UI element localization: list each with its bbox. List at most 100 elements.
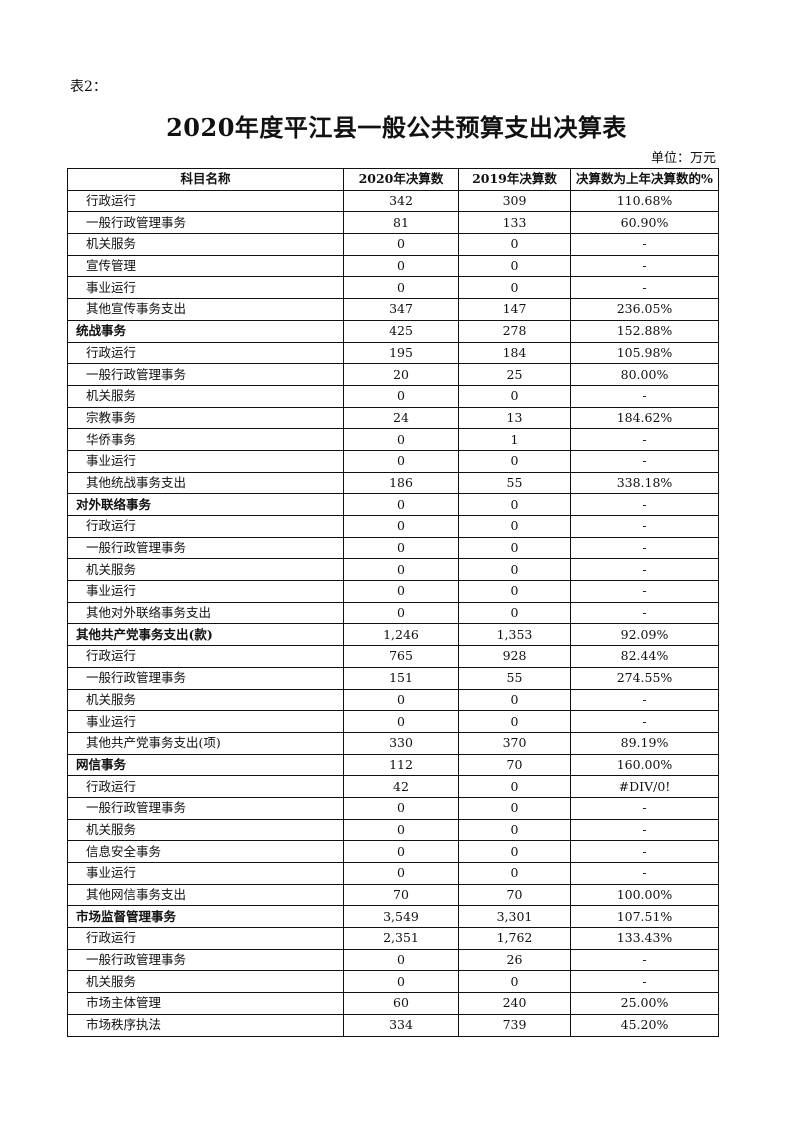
row-name: 市场秩序执法: [67, 1013, 344, 1037]
row-name: 宣传管理: [67, 254, 344, 278]
value-2019: 55: [458, 666, 571, 690]
table-row: 机关服务 0 0-: [67, 818, 719, 842]
value-pct: -: [570, 840, 719, 863]
value-2020: 42: [343, 775, 459, 798]
row-name: 一般行政管理事务: [67, 536, 344, 560]
unit-label: 单位：万元: [650, 151, 716, 166]
value-pct: 25.00%: [570, 992, 719, 1015]
table-row: 宗教事务 24 13 184.62%: [67, 406, 719, 430]
value-2019: 928: [458, 645, 571, 668]
value-2020: 0: [343, 558, 459, 582]
table-row: 其他对外联络事务支出 0 0-: [67, 601, 719, 625]
value-2020: 195: [343, 341, 459, 365]
value-2019: 278: [458, 319, 571, 343]
value-2019: 0: [458, 384, 571, 408]
value-pct: 133.43%: [570, 927, 719, 950]
value-2019: 55: [458, 471, 571, 495]
value-2019: 0: [458, 536, 571, 560]
table-row: 机关服务 0 0-: [67, 558, 719, 582]
value-2020: 3,549: [343, 905, 459, 929]
value-pct: -: [570, 601, 719, 625]
value-pct: 338.18%: [570, 471, 719, 495]
value-2019: 25: [458, 363, 571, 386]
value-pct: 89.19%: [570, 731, 719, 755]
value-2020: 20: [343, 363, 459, 386]
value-2020: 0: [343, 710, 459, 733]
value-2020: 0: [343, 449, 459, 473]
table-row: 市场主体管理 60 240 25.00%: [67, 992, 719, 1015]
value-2019: 0: [458, 818, 571, 842]
value-2020: 186: [343, 471, 459, 495]
row-name: 行政运行: [67, 341, 344, 365]
value-pct: 100.00%: [570, 883, 719, 907]
row-name: 机关服务: [67, 818, 344, 842]
value-pct: -: [570, 580, 719, 603]
value-2020: 0: [343, 428, 459, 451]
row-name: 一般行政管理事务: [67, 363, 344, 386]
value-2019: 739: [458, 1013, 571, 1037]
value-2020: 0: [343, 840, 459, 863]
category-row: 网信事务 112 70 160.00%: [67, 753, 719, 777]
value-pct: 184.62%: [570, 406, 719, 430]
table-row: 机关服务 0 0-: [67, 688, 719, 712]
value-pct: 60.90%: [570, 211, 719, 235]
table-row: 事业运行 0 0-: [67, 862, 719, 885]
value-pct: -: [570, 558, 719, 582]
value-2019: 0: [458, 233, 571, 256]
value-2020: 0: [343, 384, 459, 408]
value-2019: 13: [458, 406, 571, 430]
value-pct: -: [570, 710, 719, 733]
table-row: 事业运行 0 0-: [67, 710, 719, 733]
value-2020: 0: [343, 948, 459, 972]
category-row: 统战事务 425 278 152.88%: [67, 319, 719, 343]
value-pct: 274.55%: [570, 666, 719, 690]
value-pct: 107.51%: [570, 905, 719, 929]
row-name: 网信事务: [67, 753, 344, 777]
value-pct: -: [570, 862, 719, 885]
value-2020: 0: [343, 818, 459, 842]
value-2020: 330: [343, 731, 459, 755]
value-2020: 347: [343, 298, 459, 321]
value-2020: 151: [343, 666, 459, 690]
table-row: 事业运行 0 0-: [67, 449, 719, 473]
table-row: 机关服务 0 0-: [67, 970, 719, 994]
value-pct: 45.20%: [570, 1013, 719, 1037]
value-2019: 133: [458, 211, 571, 235]
row-name: 对外联络事务: [67, 493, 344, 516]
header-2020: 2020年决算数: [343, 168, 459, 191]
table-row: 行政运行 42 0 #DIV/0!: [67, 775, 719, 798]
value-2019: 240: [458, 992, 571, 1015]
row-name: 一般行政管理事务: [67, 211, 344, 235]
table-row: 华侨事务 0 1-: [67, 428, 719, 451]
category-row: 市场监督管理事务 3,549 3,301 107.51%: [67, 905, 719, 929]
header-name: 科目名称: [67, 168, 344, 191]
value-pct: 110.68%: [570, 189, 719, 213]
value-pct: -: [570, 796, 719, 820]
row-name: 事业运行: [67, 449, 344, 473]
category-row: 对外联络事务 0 0-: [67, 493, 719, 516]
value-pct: #DIV/0!: [570, 775, 719, 798]
value-2019: 1,353: [458, 623, 571, 647]
table-row: 信息安全事务 0 0-: [67, 840, 719, 863]
table-row: 其他宣传事务支出 347 147 236.05%: [67, 298, 719, 321]
table-row: 一般行政管理事务 0 0-: [67, 796, 719, 820]
value-pct: -: [570, 948, 719, 972]
row-name: 信息安全事务: [67, 840, 344, 863]
value-pct: -: [570, 276, 719, 300]
value-2020: 0: [343, 254, 459, 278]
row-name: 机关服务: [67, 970, 344, 994]
value-pct: -: [570, 254, 719, 278]
row-name: 一般行政管理事务: [67, 666, 344, 690]
page-title: 2020年度平江县一般公共预算支出决算表: [166, 113, 627, 142]
value-2020: 0: [343, 276, 459, 300]
value-pct: 160.00%: [570, 753, 719, 777]
value-2020: 2,351: [343, 927, 459, 950]
table-row: 行政运行 2,351 1,762 133.43%: [67, 927, 719, 950]
value-2020: 765: [343, 645, 459, 668]
row-name: 行政运行: [67, 645, 344, 668]
value-2019: 0: [458, 493, 571, 516]
value-2019: 309: [458, 189, 571, 213]
value-2019: 0: [458, 580, 571, 603]
row-name: 其他网信事务支出: [67, 883, 344, 907]
table-row: 行政运行 765 928 82.44%: [67, 645, 719, 668]
